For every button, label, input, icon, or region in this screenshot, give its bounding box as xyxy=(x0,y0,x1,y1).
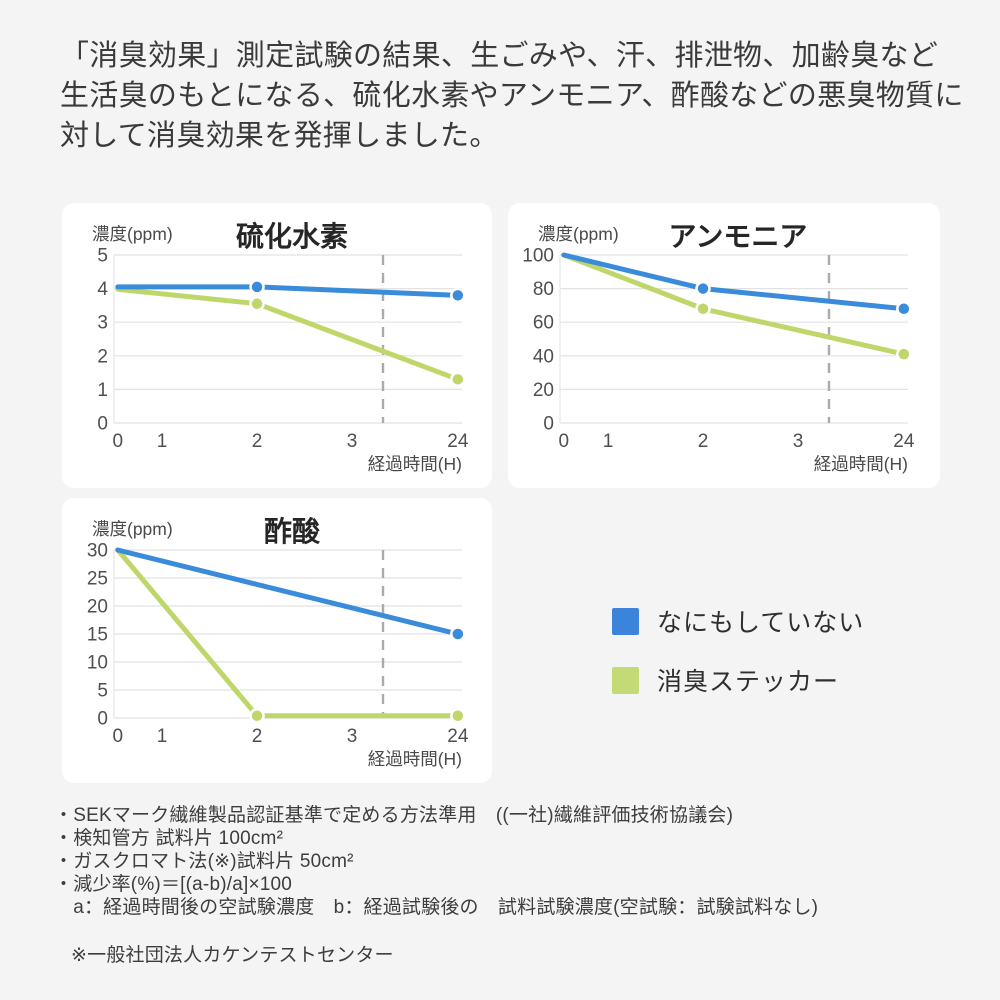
y-tick-label: 40 xyxy=(533,346,554,367)
x-tick-label: 0 xyxy=(113,726,124,747)
data-point-sticker xyxy=(896,346,912,362)
chart-title: アンモニア xyxy=(669,221,808,252)
x-axis-label: 経過時間(H) xyxy=(368,749,462,769)
y-tick-label: 10 xyxy=(87,653,108,674)
x-tick-label: 2 xyxy=(252,431,263,452)
y-tick-label: 0 xyxy=(97,414,108,435)
data-point-sticker xyxy=(249,708,265,724)
footnote-line: ・検知管方 試料片 100cm² xyxy=(54,828,284,849)
data-point-untreated xyxy=(695,280,711,297)
y-tick-label: 3 xyxy=(97,313,108,334)
chart-card-hydrogen-sulfide: 5 4 3 2 1 0 0 1 2 3 24 経過時間(H) 濃度(ppm) 硫化水素 xyxy=(62,203,492,488)
data-point-untreated xyxy=(450,287,466,304)
x-tick-label: 24 xyxy=(447,431,469,452)
x-tick-label: 3 xyxy=(347,726,358,747)
data-point-sticker xyxy=(249,295,265,312)
legend-item-sticker: 消臭ステッカー xyxy=(612,662,864,698)
chart-card-ammonia: 100 80 60 40 20 0 0 1 2 3 24 経過時間(H) 濃度(ppm) アンモニア xyxy=(508,203,940,488)
footnote-line: a：経過時間後の空試験濃度 b：経過試験後の 試料試験濃度(空試験：試験試料なし… xyxy=(54,897,819,918)
x-tick-label: 3 xyxy=(793,431,804,452)
legend-item-untreated: なにもしていない xyxy=(612,603,864,639)
x-tick-label: 24 xyxy=(893,431,915,452)
x-axis-label: 経過時間(H) xyxy=(368,454,462,474)
data-point-sticker xyxy=(450,708,466,724)
footnote-line: ・SEKマーク繊維製品認証基準で定める方法準用 ((一社)繊維評価技術協議会) xyxy=(54,805,734,826)
chart-title: 酢酸 xyxy=(264,516,321,547)
chart-card-acetic-acid: 30 25 20 15 10 5 0 0 1 2 3 24 経過時間(H) 濃度(ppm) 酢酸 xyxy=(62,498,492,783)
y-axis-label: 濃度(ppm) xyxy=(92,519,173,539)
legend: なにもしていない 消臭ステッカー xyxy=(612,603,864,721)
x-tick-label: 1 xyxy=(603,431,614,452)
x-tick-label: 2 xyxy=(698,431,709,452)
y-tick-label: 20 xyxy=(533,380,554,401)
footnotes: ・SEKマーク繊維製品認証基準で定める方法準用 ((一社)繊維評価技術協議会) … xyxy=(54,804,954,967)
intro-text: 「消臭効果」測定試験の結果、生ごみや、汗、排泄物、加齢臭など生活臭のもとになる、… xyxy=(60,40,964,152)
x-tick-label: 1 xyxy=(157,726,168,747)
series-line-untreated xyxy=(115,547,461,637)
legend-swatch-sticker xyxy=(612,666,639,694)
data-point-sticker xyxy=(450,371,466,388)
series-line-sticker xyxy=(115,286,461,382)
x-tick-label: 0 xyxy=(113,431,124,452)
y-tick-label: 1 xyxy=(97,380,108,401)
source-note: ※一般社団法人カケンテストセンター xyxy=(71,945,394,966)
x-axis-label: 経過時間(H) xyxy=(814,454,908,474)
legend-swatch-untreated xyxy=(612,607,639,635)
data-point-untreated xyxy=(896,301,912,317)
series-line-sticker xyxy=(115,547,461,719)
y-tick-label: 20 xyxy=(87,597,108,618)
y-tick-label: 0 xyxy=(97,709,108,730)
chart-title: 硫化水素 xyxy=(236,220,348,252)
y-tick-label: 80 xyxy=(533,279,554,300)
x-tick-label: 0 xyxy=(559,431,570,452)
y-tick-label: 30 xyxy=(87,541,108,562)
y-tick-label: 100 xyxy=(522,246,554,267)
y-tick-label: 2 xyxy=(97,346,108,367)
y-tick-label: 15 xyxy=(87,625,108,646)
footnote-line: ・減少率(%)＝[(a-b)/a]×100 xyxy=(54,874,293,895)
x-tick-label: 3 xyxy=(347,431,358,452)
y-tick-label: 60 xyxy=(533,313,554,334)
y-tick-label: 5 xyxy=(97,246,108,267)
y-tick-label: 5 xyxy=(97,681,108,702)
data-point-untreated xyxy=(450,626,466,642)
y-tick-label: 25 xyxy=(87,569,108,590)
legend-label-sticker: 消臭ステッカー xyxy=(657,668,840,696)
y-tick-label: 4 xyxy=(97,279,108,300)
data-point-untreated xyxy=(249,279,265,295)
y-tick-label: 0 xyxy=(543,414,554,435)
legend-label-untreated: なにもしていない xyxy=(657,609,865,637)
y-axis-label: 濃度(ppm) xyxy=(538,224,619,244)
x-tick-label: 2 xyxy=(252,726,263,747)
x-tick-label: 24 xyxy=(447,726,469,747)
series-line-untreated xyxy=(561,252,907,312)
y-axis-label: 濃度(ppm) xyxy=(92,224,173,244)
x-tick-label: 1 xyxy=(157,431,168,452)
data-point-sticker xyxy=(695,301,711,317)
footnote-line: ・ガスクロマト法(※)試料片 50cm² xyxy=(54,851,354,872)
